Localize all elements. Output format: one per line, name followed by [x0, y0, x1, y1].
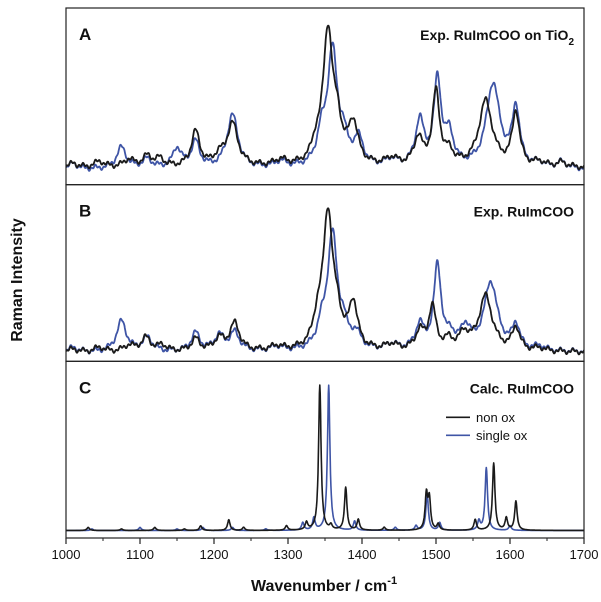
- panel-letter: B: [79, 202, 91, 221]
- x-tick-label-1300: 1300: [274, 547, 303, 562]
- series-line-b-single-ox: [66, 227, 584, 356]
- series-line-c-non-ox: [66, 384, 584, 532]
- series-line-a-single-ox: [66, 41, 584, 172]
- legend-label-non-ox: non ox: [476, 410, 516, 425]
- panel-title-text: Calc. RuImCOO: [470, 380, 574, 396]
- panel-title-text: Exp. RuImCOO on TiO: [420, 27, 568, 43]
- panel-a-series: [66, 24, 584, 172]
- x-axis: 1000 1100 1200 1300 1400 1500 1600 1700: [52, 538, 599, 562]
- x-tick-label-1600: 1600: [496, 547, 525, 562]
- x-tick-label-1100: 1100: [126, 547, 154, 562]
- panel-title: Calc. RuImCOO: [470, 380, 574, 396]
- x-tick-label-1000: 1000: [52, 547, 81, 562]
- y-axis-title: Raman Intensity: [9, 218, 26, 342]
- panel-b-series: [66, 207, 584, 356]
- x-axis-title-superscript: -1: [387, 575, 397, 587]
- panel-title: Exp. RuImCOO: [474, 204, 574, 220]
- panel-title-subscript: 2: [568, 37, 574, 48]
- x-tick-label-1500: 1500: [422, 547, 451, 562]
- panel-title: Exp. RuImCOO on TiO2: [420, 27, 574, 48]
- panel-letter: A: [79, 25, 91, 44]
- x-tick-label-1400: 1400: [348, 547, 377, 562]
- series-line-c-single-ox: [66, 384, 584, 532]
- legend: non ox single ox: [446, 410, 528, 443]
- series-line-b-non-ox: [66, 207, 584, 356]
- panels: A Exp. RuImCOO on TiO2 B Exp. RuImCOO C Calc.…: [65, 7, 585, 539]
- x-tick-label-1200: 1200: [200, 547, 229, 562]
- panel-a: A Exp. RuImCOO on TiO2: [65, 7, 585, 186]
- panel-b: B Exp. RuImCOO: [65, 184, 585, 362]
- legend-label-single-ox: single ox: [476, 428, 528, 443]
- x-axis-title: Wavenumber / cm-1: [251, 575, 397, 595]
- panel-c-series: [66, 384, 584, 532]
- series-line-a-non-ox: [66, 24, 584, 171]
- x-axis-title-text: Wavenumber / cm: [251, 578, 387, 595]
- panel-c: C Calc. RuImCOO non ox single ox: [65, 360, 585, 539]
- x-tick-label-1700: 1700: [570, 547, 599, 562]
- panel-letter: C: [79, 378, 91, 397]
- panel-title-text: Exp. RuImCOO: [474, 204, 574, 220]
